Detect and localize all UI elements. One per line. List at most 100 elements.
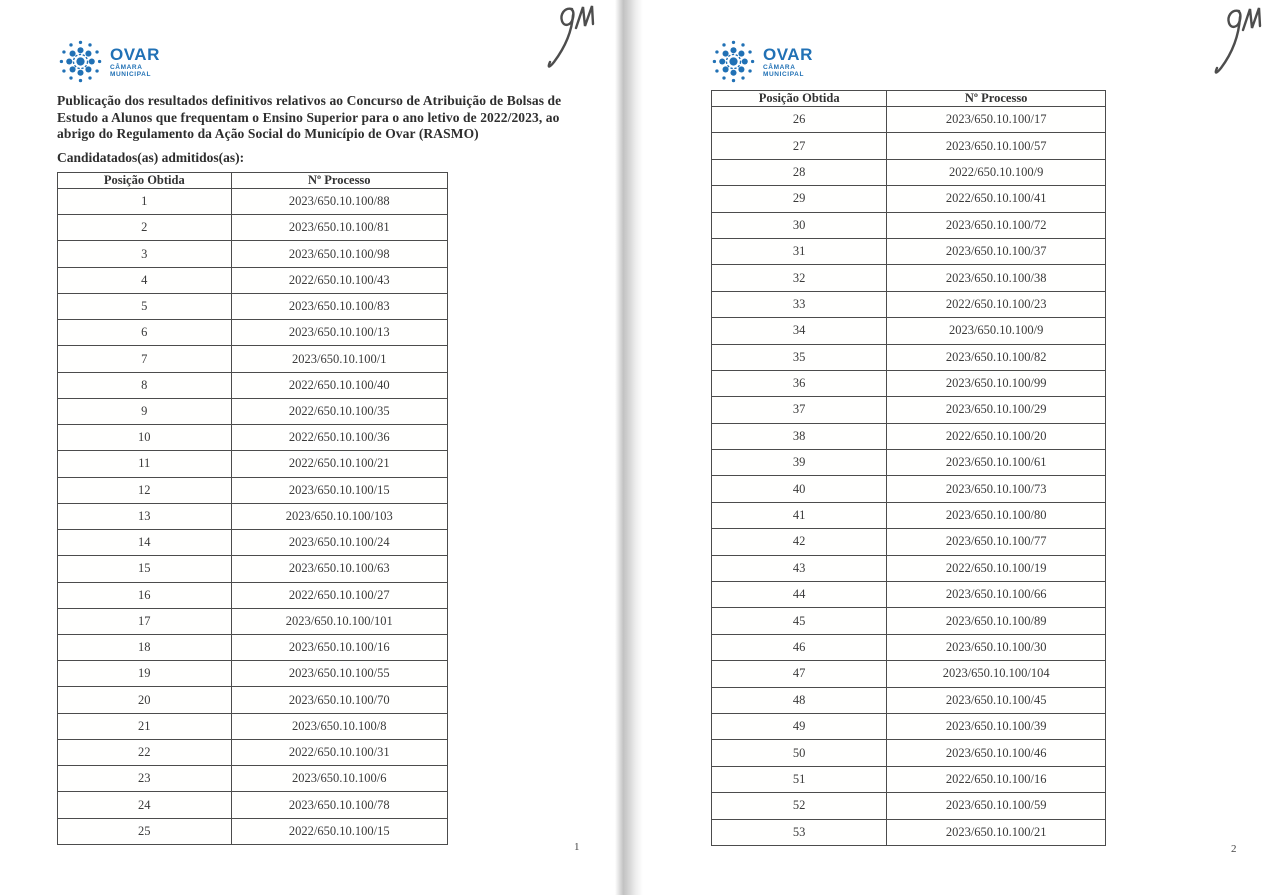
table-row: 36 2023/650.10.100/99 [710, 369, 1106, 398]
process-cell: 2023/650.10.100/99 [886, 369, 1106, 398]
table-header-row: Posição Obtida Nº Processo [710, 90, 1106, 107]
process-cell: 2023/650.10.100/72 [886, 211, 1106, 239]
table-row: 27 2023/650.10.100/57 [710, 132, 1106, 160]
table-row: 45 2023/650.10.100/89 [710, 607, 1106, 635]
position-cell: 9 [57, 397, 232, 426]
process-cell: 2023/650.10.100/101 [230, 607, 449, 635]
table-row: 18 2023/650.10.100/16 [57, 633, 449, 662]
process-cell: 2022/650.10.100/27 [230, 581, 449, 609]
table-row: 17 2023/650.10.100/101 [57, 607, 449, 635]
process-cell: 2023/650.10.100/83 [230, 292, 449, 321]
table-row: 6 2023/650.10.100/13 [57, 319, 449, 347]
position-cell: 45 [710, 607, 888, 635]
table-row: 41 2023/650.10.100/80 [710, 501, 1106, 530]
position-cell: 42 [710, 528, 888, 556]
position-cell: 51 [710, 765, 888, 794]
position-cell: 48 [710, 686, 888, 714]
process-cell: 2023/650.10.100/29 [886, 396, 1106, 424]
table-row: 52 2023/650.10.100/59 [710, 792, 1106, 820]
position-cell: 32 [710, 264, 888, 292]
process-cell: 2022/650.10.100/35 [230, 397, 449, 426]
table-row: 47 2023/650.10.100/104 [710, 660, 1106, 688]
process-cell: 2023/650.10.100/66 [886, 581, 1106, 609]
table-row: 42 2023/650.10.100/77 [710, 528, 1106, 556]
table-row: 9 2022/650.10.100/35 [57, 397, 449, 426]
results-table-page-2: Posição Obtida Nº Processo 26 2023/650.10… [710, 90, 1106, 847]
process-cell: 2023/650.10.100/78 [230, 791, 449, 819]
table-row: 33 2022/650.10.100/23 [710, 290, 1106, 319]
logo-name: OVAR [110, 45, 160, 64]
process-cell: 2023/650.10.100/70 [230, 686, 449, 714]
admitted-candidates-label: Candidatados(as) admitidos(as): [57, 150, 245, 165]
position-cell: 30 [710, 211, 888, 239]
table-row: 14 2023/650.10.100/24 [57, 529, 449, 557]
position-cell: 26 [710, 105, 888, 134]
position-cell: 7 [57, 345, 232, 373]
position-cell: 24 [57, 791, 232, 819]
table-row: 31 2023/650.10.100/37 [710, 237, 1106, 266]
position-cell: 41 [710, 501, 888, 530]
process-cell: 2023/650.10.100/77 [886, 528, 1106, 556]
position-column-header: Posição Obtida [710, 90, 888, 107]
process-cell: 2022/650.10.100/40 [230, 371, 449, 399]
position-cell: 49 [710, 712, 888, 741]
process-cell: 2023/650.10.100/82 [886, 343, 1106, 371]
document-title: Publicação dos resultados definitivos re… [57, 93, 562, 141]
position-cell: 16 [57, 581, 232, 609]
position-cell: 15 [57, 555, 232, 583]
logo-subtext: CÂMARA MUNICIPAL [110, 64, 152, 78]
results-table-page-1: Posição Obtida Nº Processo 1 2023/650.10.… [57, 172, 449, 846]
process-cell: 2023/650.10.100/88 [230, 187, 449, 216]
table-row: 11 2022/650.10.100/21 [57, 450, 449, 478]
table-row: 29 2022/650.10.100/41 [710, 185, 1106, 213]
table-row: 8 2022/650.10.100/40 [57, 371, 449, 399]
process-cell: 2023/650.10.100/1 [230, 345, 449, 373]
process-cell: 2022/650.10.100/15 [230, 817, 449, 846]
process-cell: 2023/650.10.100/73 [886, 475, 1106, 503]
process-cell: 2023/650.10.100/59 [886, 792, 1106, 820]
position-cell: 37 [710, 396, 888, 424]
table-row: 22 2022/650.10.100/31 [57, 738, 449, 767]
process-cell: 2022/650.10.100/21 [230, 450, 449, 478]
position-cell: 43 [710, 554, 888, 583]
position-cell: 47 [710, 660, 888, 688]
table-row: 1 2023/650.10.100/88 [57, 187, 449, 216]
position-cell: 40 [710, 475, 888, 503]
process-cell: 2023/650.10.100/15 [230, 476, 449, 504]
process-cell: 2023/650.10.100/80 [886, 501, 1106, 530]
page-binding-gutter [615, 0, 643, 895]
table-row: 35 2023/650.10.100/82 [710, 343, 1106, 371]
table-row: 15 2023/650.10.100/63 [57, 555, 449, 583]
table-row: 19 2023/650.10.100/55 [57, 660, 449, 688]
position-cell: 25 [57, 817, 232, 846]
position-cell: 31 [710, 237, 888, 266]
position-cell: 33 [710, 290, 888, 319]
table-row: 2 2023/650.10.100/81 [57, 214, 449, 242]
table-row: 49 2023/650.10.100/39 [710, 712, 1106, 741]
table-row: 10 2022/650.10.100/36 [57, 424, 449, 452]
position-cell: 1 [57, 187, 232, 216]
table-row: 30 2023/650.10.100/72 [710, 211, 1106, 239]
table-row: 16 2022/650.10.100/27 [57, 581, 449, 609]
process-cell: 2023/650.10.100/21 [886, 818, 1106, 847]
table-row: 24 2023/650.10.100/78 [57, 791, 449, 819]
table-row: 50 2023/650.10.100/46 [710, 739, 1106, 767]
position-cell: 34 [710, 317, 888, 345]
table-row: 13 2023/650.10.100/103 [57, 502, 449, 531]
position-cell: 13 [57, 502, 232, 531]
position-cell: 5 [57, 292, 232, 321]
position-cell: 17 [57, 607, 232, 635]
table-row: 5 2023/650.10.100/83 [57, 292, 449, 321]
ovar-rosette-icon [712, 40, 755, 83]
position-cell: 23 [57, 765, 232, 793]
position-cell: 8 [57, 371, 232, 399]
process-cell: 2023/650.10.100/13 [230, 319, 449, 347]
results-table-body-page-1: 1 2023/650.10.100/88 2 2023/650.10.100/81 3 2… [57, 187, 449, 846]
table-row: 21 2023/650.10.100/8 [57, 712, 449, 740]
process-cell: 2023/650.10.100/98 [230, 240, 449, 268]
table-row: 53 2023/650.10.100/21 [710, 818, 1106, 847]
position-cell: 20 [57, 686, 232, 714]
process-cell: 2023/650.10.100/9 [886, 317, 1106, 345]
position-cell: 46 [710, 633, 888, 662]
